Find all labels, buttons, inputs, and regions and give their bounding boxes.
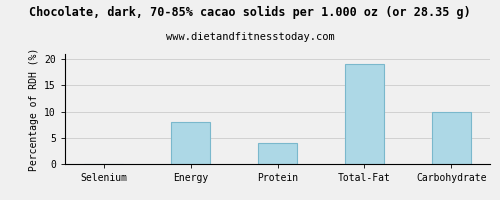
Bar: [171, 122, 210, 164]
Bar: [258, 143, 297, 164]
Text: Chocolate, dark, 70-85% cacao solids per 1.000 oz (or 28.35 g): Chocolate, dark, 70-85% cacao solids per…: [29, 6, 471, 19]
Y-axis label: Percentage of RDH (%): Percentage of RDH (%): [28, 47, 38, 171]
Bar: [432, 112, 470, 164]
Text: www.dietandfitnesstoday.com: www.dietandfitnesstoday.com: [166, 32, 334, 42]
Bar: [345, 64, 384, 164]
